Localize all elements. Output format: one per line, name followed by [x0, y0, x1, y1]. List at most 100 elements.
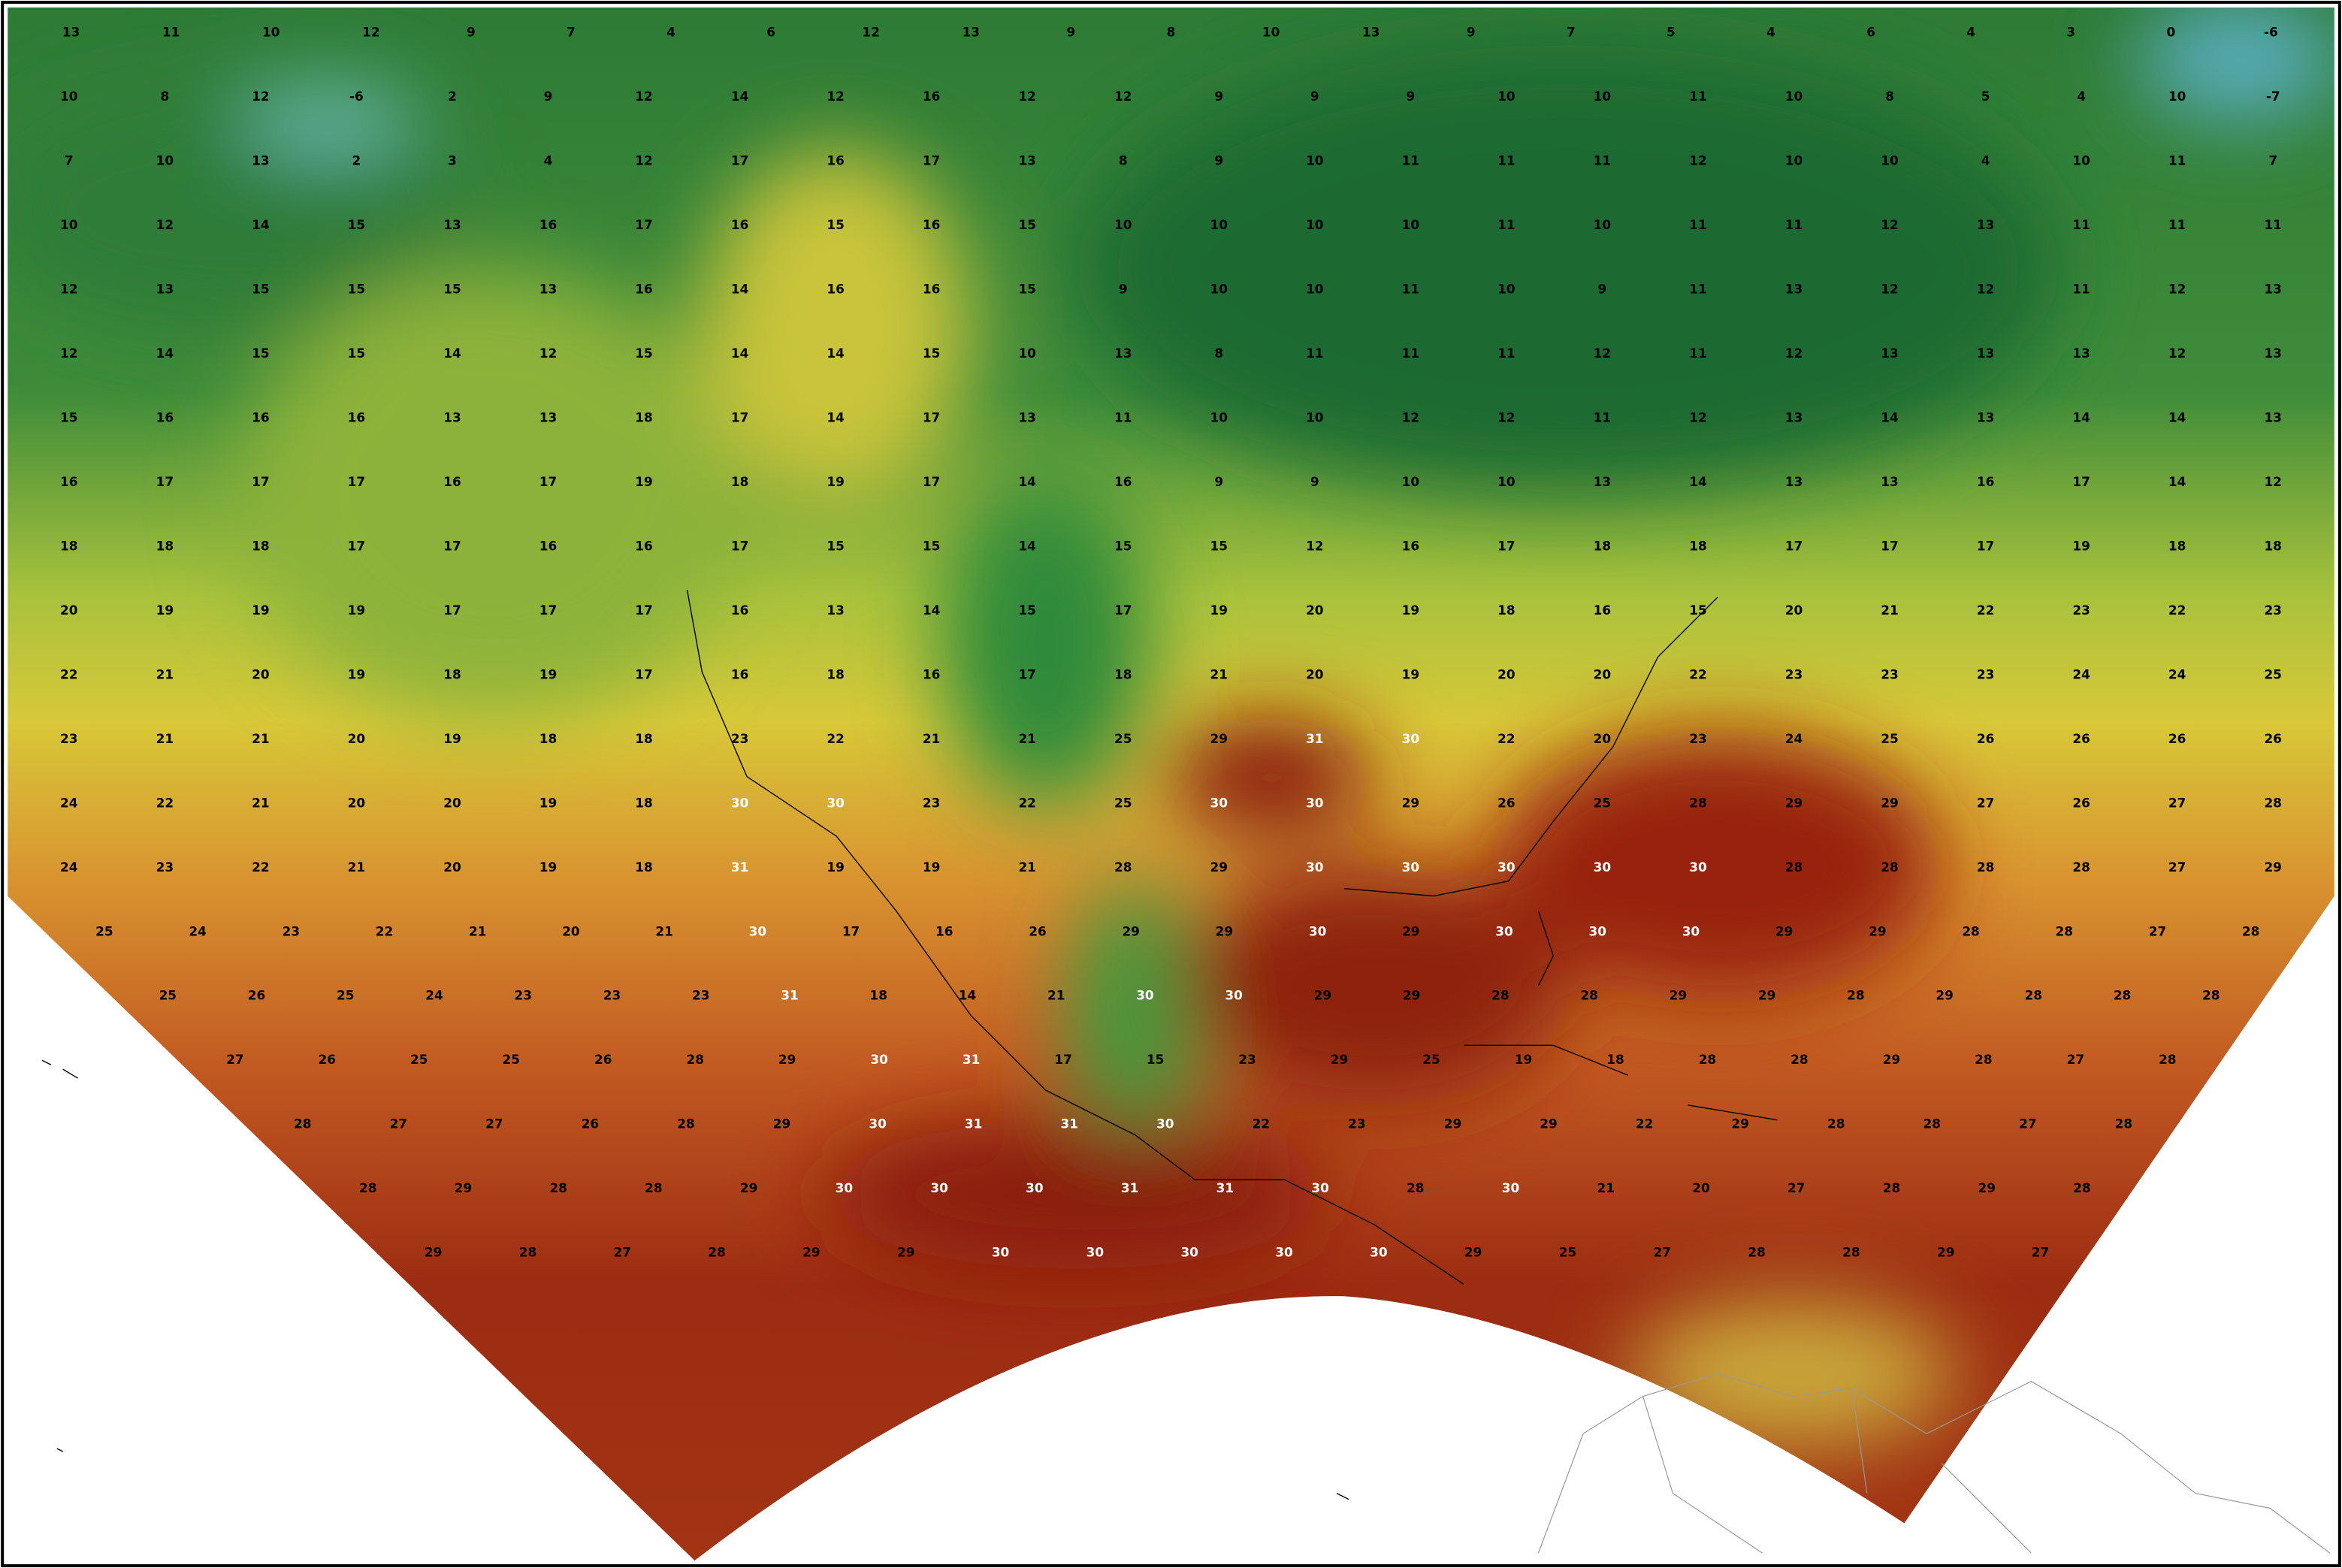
temperature-label: 13 — [1018, 410, 1035, 425]
temperature-label: 27 — [2067, 1052, 2084, 1067]
temperature-label: 21 — [348, 860, 365, 875]
temperature-label: 31 — [781, 988, 798, 1003]
temperature-label: 28 — [677, 1116, 694, 1131]
temperature-label: 10 — [1306, 217, 1323, 232]
temperature-label: 8 — [160, 89, 169, 104]
temperature-label: 26 — [1497, 795, 1515, 810]
temperature-label: 26 — [1029, 923, 1046, 938]
temperature-label: 14 — [252, 217, 269, 232]
temperature-label: 12 — [1977, 282, 1994, 297]
temperature-label: 17 — [635, 666, 652, 681]
temperature-label: 19 — [1210, 603, 1228, 618]
temperature-label: 10 — [262, 25, 280, 40]
temperature-label: 21 — [1597, 1180, 1615, 1195]
temperature-label: 24 — [189, 923, 206, 938]
temperature-label: 9 — [1310, 89, 1319, 104]
temperature-label: 31 — [731, 860, 748, 875]
temperature-label: 26 — [2072, 731, 2090, 746]
temperature-label: 23 — [2264, 603, 2281, 618]
temperature-label: 13 — [826, 603, 844, 618]
temperature-label: 30 — [1309, 923, 1326, 938]
temperature-label: 15 — [1210, 538, 1228, 553]
temperature-label: 28 — [2242, 923, 2259, 938]
temperature-label: 29 — [1403, 988, 1420, 1003]
temperature-label: 30 — [1306, 795, 1323, 810]
temperature-label: 10 — [1018, 346, 1035, 361]
temperature-label: 29 — [2264, 860, 2281, 875]
temperature-label: 22 — [156, 795, 174, 810]
temperature-label: 9 — [544, 89, 553, 104]
temperature-label: 30 — [836, 1180, 853, 1195]
temperature-label: 28 — [549, 1180, 567, 1195]
temperature-label: 21 — [1210, 666, 1228, 681]
temperature-label: 19 — [1402, 666, 1419, 681]
temperature-label: 16 — [1114, 474, 1132, 489]
temperature-label: 16 — [923, 217, 940, 232]
temperature-label: 28 — [359, 1180, 376, 1195]
temperature-label: 5 — [1667, 25, 1676, 40]
temperature-label: 25 — [337, 988, 354, 1003]
temperature-label: 18 — [156, 538, 174, 553]
temperature-label: 11 — [1497, 346, 1515, 361]
temperature-label: 8 — [1885, 89, 1894, 104]
temperature-label: 25 — [1114, 795, 1132, 810]
temperature-label: 13 — [1977, 217, 1994, 232]
temperature-label: 30 — [1588, 923, 1606, 938]
temperature-label: 26 — [2072, 795, 2090, 810]
temperature-label: 23 — [1881, 666, 1898, 681]
temperature-label: 28 — [1748, 1245, 1765, 1260]
temperature-label: 11 — [1497, 153, 1515, 168]
temperature-label: 12 — [635, 89, 652, 104]
temperature-label: 23 — [923, 795, 940, 810]
temperature-label: 12 — [1497, 410, 1515, 425]
temperature-label: 19 — [348, 603, 365, 618]
temperature-label: 20 — [1594, 731, 1611, 746]
temperature-label: 27 — [2032, 1245, 2049, 1260]
temperature-label: 17 — [635, 217, 652, 232]
temperature-label: 17 — [252, 474, 269, 489]
temperature-label: 10 — [1594, 89, 1611, 104]
temperature-label: 23 — [1238, 1052, 1256, 1067]
temperature-label: 29 — [455, 1180, 472, 1195]
temperature-label: 28 — [1883, 1180, 1900, 1195]
temperature-label: 10 — [2072, 153, 2090, 168]
temperature-label: 28 — [1407, 1180, 1424, 1195]
temperature-label: 12 — [1689, 153, 1706, 168]
temperature-label: 17 — [443, 538, 461, 553]
temperature-label: 18 — [1594, 538, 1611, 553]
temperature-label: 19 — [539, 860, 557, 875]
temperature-label: 17 — [1881, 538, 1898, 553]
temperature-label: 15 — [252, 282, 269, 297]
temperature-label: 30 — [1495, 923, 1512, 938]
temperature-label: 19 — [826, 474, 844, 489]
temperature-label: 10 — [1114, 217, 1132, 232]
temperature-label: 29 — [1314, 988, 1331, 1003]
temperature-label: 22 — [1253, 1116, 1270, 1131]
temperature-label: 13 — [1881, 474, 1898, 489]
temperature-label: 23 — [1785, 666, 1803, 681]
temperature-label: 12 — [2264, 474, 2281, 489]
temperature-label: 29 — [1540, 1116, 1557, 1131]
temperature-label: 22 — [826, 731, 844, 746]
temperature-label: 21 — [1018, 731, 1035, 746]
temperature-label: 16 — [826, 282, 844, 297]
temperature-label: 25 — [95, 923, 113, 938]
temperature-label: 18 — [731, 474, 748, 489]
temperature-label: 30 — [1306, 860, 1323, 875]
temperature-label: 28 — [2073, 1180, 2090, 1195]
temperature-label: 27 — [1787, 1180, 1805, 1195]
temperature-label: 30 — [1180, 1245, 1198, 1260]
temperature-label: 17 — [1977, 538, 1994, 553]
temperature-label: 17 — [1497, 538, 1515, 553]
temperature-label: 28 — [2025, 988, 2042, 1003]
temperature-label: 10 — [1210, 217, 1228, 232]
temperature-label: 10 — [1306, 153, 1323, 168]
temperature-label: 24 — [2072, 666, 2090, 681]
temperature-label: 7 — [567, 25, 576, 40]
temperature-label: 18 — [2264, 538, 2281, 553]
temperature-label: 30 — [1311, 1180, 1328, 1195]
temperature-label: 28 — [1580, 988, 1597, 1003]
temperature-label: 15 — [826, 538, 844, 553]
temperature-label: 25 — [503, 1052, 520, 1067]
